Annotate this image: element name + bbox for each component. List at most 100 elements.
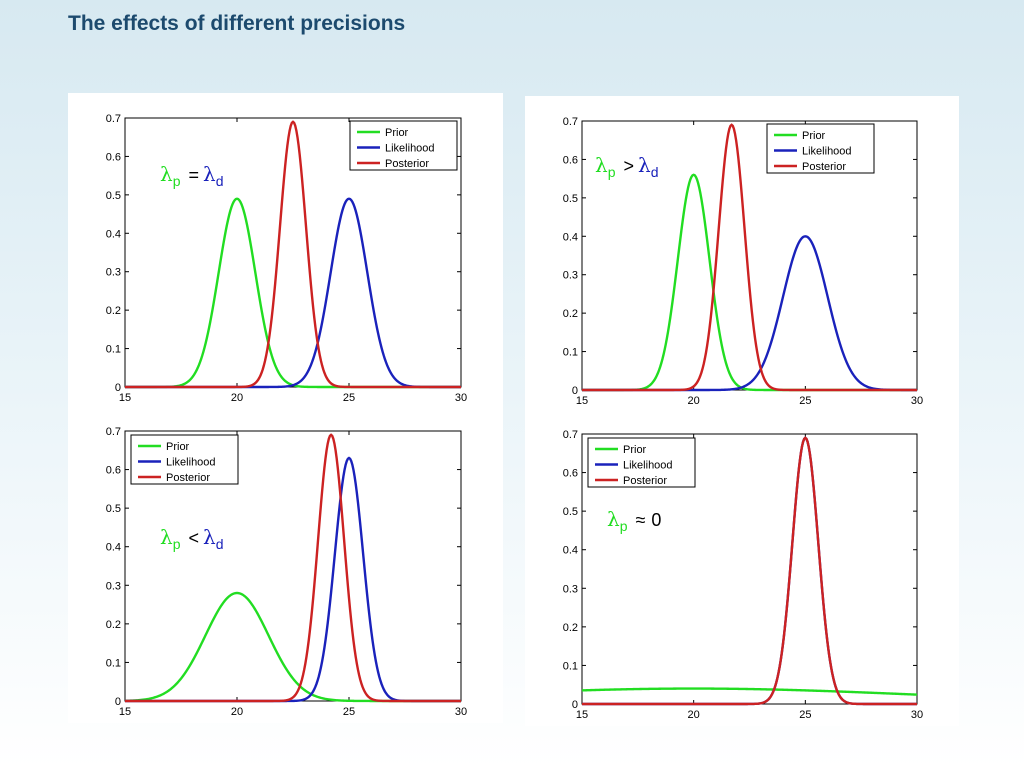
y-tick-label: 0.4 — [106, 542, 121, 554]
relation-value: 0 — [651, 510, 661, 530]
precision-annotation: λp < λd — [160, 525, 223, 552]
x-tick-label: 20 — [688, 395, 700, 407]
precision-annotation: λp > λd — [595, 153, 658, 180]
y-tick-label: 0.5 — [563, 506, 578, 518]
lambda-prior-subscript: p — [620, 518, 628, 534]
y-tick-label: 0.4 — [106, 228, 121, 240]
x-tick-label: 30 — [911, 709, 923, 721]
x-tick-label: 20 — [231, 392, 243, 404]
legend-label-prior: Prior — [166, 441, 190, 453]
series-line-prior — [581, 687, 918, 696]
legend-label-posterior: Posterior — [385, 158, 429, 170]
relation-operator: < — [188, 528, 199, 548]
legend: Prior Likelihood Posterior — [349, 120, 458, 171]
lambda-prior-symbol: λ — [595, 153, 608, 177]
chart-panel-greater: 0 0.1 0.2 0.3 0.4 0.5 0.6 0.7 15 20 25 30 Prior Likel… — [525, 96, 959, 410]
y-tick-label: 0.1 — [563, 660, 578, 672]
legend-label-prior: Prior — [623, 444, 647, 456]
y-tick-label: 0 — [115, 382, 121, 394]
y-tick-label: 0.1 — [106, 657, 121, 669]
y-tick-label: 0.4 — [563, 545, 578, 557]
y-tick-label: 0.6 — [106, 151, 121, 163]
y-tick-label: 0.7 — [106, 113, 121, 125]
lambda-prior-subscript: p — [173, 536, 181, 552]
lambda-prior-symbol: λ — [160, 162, 173, 186]
legend-label-posterior: Posterior — [802, 161, 846, 173]
legend-label-prior: Prior — [385, 127, 409, 139]
y-tick-label: 0.3 — [106, 580, 121, 592]
lambda-data-symbol: λ — [203, 162, 216, 186]
x-tick-label: 15 — [576, 709, 588, 721]
legend-label-likelihood: Likelihood — [802, 146, 852, 158]
x-tick-label: 15 — [119, 706, 131, 718]
y-tick-label: 0.7 — [563, 116, 578, 128]
y-tick-label: 0.2 — [106, 305, 121, 317]
y-tick-label: 0.5 — [563, 193, 578, 205]
x-tick-label: 30 — [911, 395, 923, 407]
x-tick-label: 15 — [576, 395, 588, 407]
x-tick-label: 30 — [455, 706, 467, 718]
y-tick-label: 0.6 — [106, 465, 121, 477]
x-tick-label: 20 — [688, 709, 700, 721]
y-tick-label: 0.5 — [106, 190, 121, 202]
precision-annotation: λp ≈0 — [607, 507, 661, 534]
y-tick-label: 0 — [115, 696, 121, 708]
lambda-prior-subscript: p — [173, 173, 181, 189]
series-line-posterior — [582, 436, 917, 706]
x-tick-label: 25 — [799, 709, 811, 721]
legend: Prior Likelihood Posterior — [587, 437, 696, 488]
y-tick-label: 0.1 — [106, 344, 121, 356]
chart-zero-precision: 0 0.1 0.2 0.3 0.4 0.5 0.6 0.7 15 20 25 30 Prior Likel… — [563, 429, 923, 721]
x-tick-label: 25 — [799, 395, 811, 407]
y-tick-label: 0.2 — [563, 308, 578, 320]
relation-operator: = — [188, 165, 199, 185]
x-tick-label: 30 — [455, 392, 467, 404]
y-tick-label: 0 — [572, 699, 578, 711]
relation-operator: > — [623, 156, 634, 176]
x-tick-label: 25 — [343, 706, 355, 718]
chart-panel-equal: 0 0.1 0.2 0.3 0.4 0.5 0.6 0.7 15 20 25 30 Prior Likel… — [68, 93, 503, 407]
lambda-data-subscript: d — [216, 536, 224, 552]
slide-title: The effects of different precisions — [68, 12, 406, 35]
x-tick-label: 15 — [119, 392, 131, 404]
chart-panel-zero: 0 0.1 0.2 0.3 0.4 0.5 0.6 0.7 15 20 25 30 Prior Likel… — [525, 410, 959, 726]
chart-panel-less: 0 0.1 0.2 0.3 0.4 0.5 0.6 0.7 15 20 25 30 Prior Likel… — [68, 407, 503, 723]
y-tick-label: 0.3 — [106, 267, 121, 279]
series-line-posterior — [125, 433, 461, 703]
lambda-prior-symbol: λ — [607, 507, 620, 531]
x-tick-label: 20 — [231, 706, 243, 718]
x-tick-label: 25 — [343, 392, 355, 404]
y-tick-label: 0.3 — [563, 270, 578, 282]
lambda-data-subscript: d — [651, 164, 659, 180]
chart-greater-precision: 0 0.1 0.2 0.3 0.4 0.5 0.6 0.7 15 20 25 30 Prior Likel… — [563, 116, 923, 407]
legend: Prior Likelihood Posterior — [130, 434, 239, 485]
series-line-posterior — [125, 120, 461, 389]
lambda-data-symbol: λ — [638, 153, 651, 177]
y-tick-label: 0.7 — [106, 426, 121, 438]
legend-label-likelihood: Likelihood — [623, 460, 673, 472]
chart-less-precision: 0 0.1 0.2 0.3 0.4 0.5 0.6 0.7 15 20 25 30 Prior Likel… — [106, 426, 467, 718]
y-tick-label: 0.6 — [563, 154, 578, 166]
legend-label-likelihood: Likelihood — [385, 143, 435, 155]
lambda-data-subscript: d — [216, 173, 224, 189]
y-tick-label: 0.7 — [563, 429, 578, 441]
y-tick-label: 0.1 — [563, 347, 578, 359]
y-tick-label: 0.4 — [563, 231, 578, 243]
lambda-data-symbol: λ — [203, 525, 216, 549]
legend-label-posterior: Posterior — [623, 475, 667, 487]
y-tick-label: 0.2 — [106, 619, 121, 631]
precision-annotation: λp = λd — [160, 162, 223, 189]
legend: Prior Likelihood Posterior — [766, 123, 875, 174]
y-tick-label: 0.3 — [563, 583, 578, 595]
y-tick-label: 0.2 — [563, 622, 578, 634]
chart-equal-precision: 0 0.1 0.2 0.3 0.4 0.5 0.6 0.7 15 20 25 30 Prior Likel… — [106, 113, 467, 404]
lambda-prior-subscript: p — [608, 164, 616, 180]
y-tick-label: 0.6 — [563, 468, 578, 480]
legend-label-prior: Prior — [802, 130, 826, 142]
relation-operator: ≈ — [635, 510, 645, 530]
legend-label-posterior: Posterior — [166, 472, 210, 484]
lambda-prior-symbol: λ — [160, 525, 173, 549]
legend-label-likelihood: Likelihood — [166, 457, 216, 469]
y-tick-label: 0 — [572, 385, 578, 397]
series-line-posterior — [582, 123, 917, 392]
